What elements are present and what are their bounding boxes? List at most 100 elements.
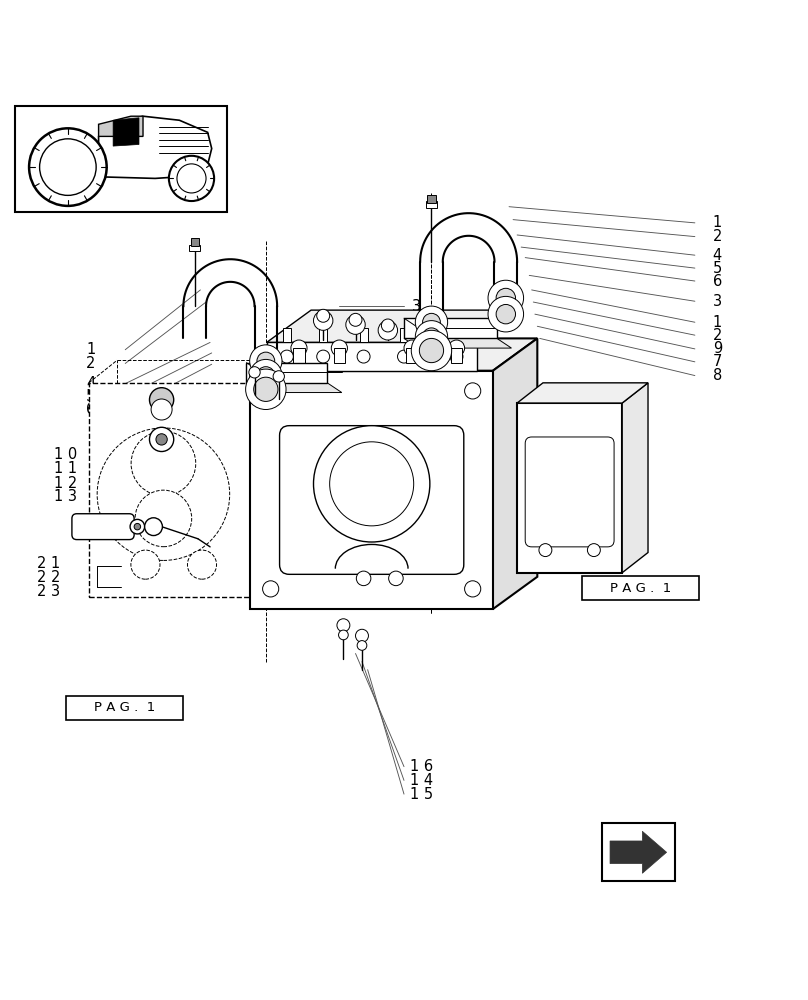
Text: 1: 1: [86, 342, 95, 357]
Circle shape: [356, 571, 371, 586]
FancyBboxPatch shape: [525, 437, 614, 547]
Bar: [400, 328, 408, 342]
Bar: [157, 400, 166, 413]
Circle shape: [496, 288, 516, 308]
Bar: [319, 328, 327, 342]
Circle shape: [246, 369, 286, 410]
Circle shape: [389, 571, 403, 586]
Circle shape: [317, 350, 330, 363]
Circle shape: [488, 296, 524, 332]
Circle shape: [349, 313, 362, 326]
Text: 1 5: 1 5: [410, 787, 433, 802]
Circle shape: [40, 139, 96, 195]
Bar: [602, 823, 675, 881]
Circle shape: [149, 388, 174, 412]
Bar: [360, 328, 368, 342]
Circle shape: [356, 629, 368, 642]
Text: 2: 2: [86, 356, 95, 371]
Circle shape: [97, 428, 229, 560]
Polygon shape: [267, 310, 521, 342]
Circle shape: [169, 156, 214, 201]
Text: 8: 8: [412, 368, 421, 383]
Bar: [191, 238, 199, 246]
Bar: [426, 201, 437, 208]
Bar: [189, 245, 200, 251]
Polygon shape: [622, 383, 648, 573]
Bar: [427, 195, 436, 203]
Circle shape: [488, 280, 524, 316]
Polygon shape: [99, 116, 212, 178]
Circle shape: [423, 328, 440, 346]
Circle shape: [250, 345, 282, 377]
Text: P A G .  1: P A G . 1: [610, 582, 671, 595]
Circle shape: [187, 550, 217, 579]
Bar: [517, 403, 622, 573]
Circle shape: [249, 367, 260, 378]
Bar: [89, 383, 255, 597]
Circle shape: [450, 350, 463, 363]
Circle shape: [145, 518, 162, 536]
Bar: [451, 348, 462, 363]
Bar: [404, 318, 497, 338]
Circle shape: [587, 544, 600, 557]
Bar: [250, 371, 493, 609]
Circle shape: [448, 340, 465, 356]
Text: 2 3: 2 3: [37, 584, 61, 599]
Bar: [246, 363, 327, 383]
Circle shape: [131, 431, 196, 496]
Bar: [406, 348, 418, 363]
Circle shape: [317, 309, 330, 322]
Circle shape: [314, 311, 333, 330]
Text: 1 2: 1 2: [53, 476, 77, 491]
Circle shape: [254, 377, 278, 401]
Text: 5: 5: [86, 389, 95, 404]
Text: 2: 2: [713, 229, 722, 244]
Bar: [334, 348, 345, 363]
Text: 2: 2: [412, 326, 422, 341]
Text: 3: 3: [713, 294, 722, 309]
Text: 5: 5: [713, 261, 722, 276]
Text: 1 4: 1 4: [410, 773, 433, 788]
Circle shape: [381, 319, 394, 332]
Text: 1 6: 1 6: [410, 759, 433, 774]
Circle shape: [357, 641, 367, 650]
Bar: [267, 342, 477, 371]
Bar: [293, 348, 305, 363]
Polygon shape: [113, 118, 139, 146]
Text: 2 2: 2 2: [37, 570, 61, 585]
Polygon shape: [610, 831, 667, 873]
FancyBboxPatch shape: [280, 426, 464, 574]
Circle shape: [357, 350, 370, 363]
Circle shape: [346, 315, 365, 334]
Text: 1: 1: [412, 312, 421, 327]
Text: 8: 8: [713, 368, 722, 383]
Circle shape: [398, 350, 410, 363]
Circle shape: [331, 340, 347, 356]
FancyBboxPatch shape: [72, 514, 134, 540]
Polygon shape: [250, 338, 537, 371]
Text: 2: 2: [713, 328, 722, 343]
Text: 4: 4: [713, 248, 722, 263]
Text: 1: 1: [713, 315, 722, 330]
Circle shape: [280, 350, 293, 363]
Circle shape: [496, 304, 516, 324]
Circle shape: [263, 383, 279, 399]
Text: 9: 9: [412, 341, 421, 356]
Text: 9: 9: [713, 341, 722, 356]
Circle shape: [415, 321, 448, 353]
Text: P A G .  1: P A G . 1: [95, 701, 155, 714]
Circle shape: [257, 367, 275, 384]
Polygon shape: [246, 383, 342, 393]
Circle shape: [415, 306, 448, 338]
Circle shape: [465, 581, 481, 597]
Text: 3: 3: [412, 299, 421, 314]
Text: 1 1: 1 1: [53, 461, 77, 476]
Circle shape: [151, 399, 172, 420]
Circle shape: [131, 550, 160, 579]
Circle shape: [250, 359, 282, 392]
Polygon shape: [493, 338, 537, 609]
Text: 1 9: 1 9: [516, 447, 539, 462]
Text: 2 1: 2 1: [37, 556, 61, 571]
Text: 4: 4: [86, 376, 95, 391]
Circle shape: [257, 352, 275, 370]
